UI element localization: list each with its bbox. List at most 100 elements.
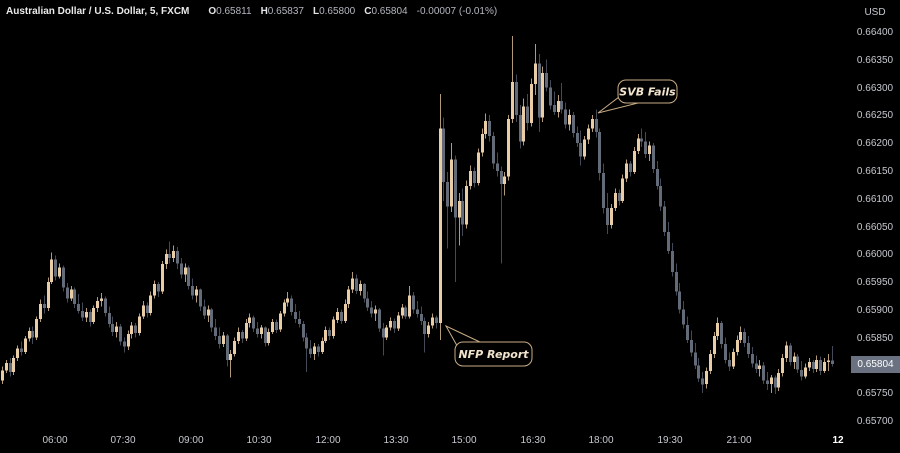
candle-body <box>777 373 780 388</box>
candle-body <box>9 363 12 372</box>
candle-body <box>370 307 373 314</box>
candle-body <box>694 352 697 366</box>
candle-body <box>831 360 834 365</box>
candle-body <box>50 259 53 282</box>
candle-body <box>751 354 754 364</box>
last-price-badge[interactable]: 0.65804 <box>851 355 900 373</box>
change-value: -0.00007 (-0.01%) <box>416 5 498 17</box>
candle-body <box>340 312 343 321</box>
candle-body <box>355 278 358 291</box>
candle-body <box>233 340 236 355</box>
candle-body <box>393 320 396 329</box>
candle-body <box>123 341 126 347</box>
candle-body <box>648 145 651 155</box>
candle-body <box>267 332 270 344</box>
candle-body <box>130 325 133 335</box>
candle-body <box>461 200 464 225</box>
time-tick-label: 09:00 <box>178 435 204 446</box>
time-tick-label: 21:00 <box>726 435 752 446</box>
candle-body <box>5 363 8 371</box>
candle-body <box>248 317 251 324</box>
candle-body <box>207 309 210 316</box>
candle-body <box>492 135 495 164</box>
candle-body <box>728 359 731 367</box>
candle-body <box>81 310 84 318</box>
candle-body <box>336 312 339 320</box>
candle-body <box>530 84 533 123</box>
price-axis[interactable]: USD 0.66400 0.66350 0.66300 0.66250 0.66200 0… <box>850 0 900 428</box>
candle-body <box>260 327 263 335</box>
candle-body <box>385 327 388 338</box>
price-tick-label: 0.66000 <box>856 249 894 261</box>
candle-body <box>321 340 324 352</box>
candle-body <box>309 348 312 355</box>
candle-body <box>572 115 575 133</box>
candle-body <box>172 250 175 258</box>
candle-body <box>96 300 99 309</box>
candle-body <box>328 329 331 336</box>
candle-body <box>66 287 69 299</box>
candle-body <box>743 332 746 344</box>
candle-body <box>815 359 818 370</box>
candle-body <box>618 193 621 201</box>
candle-body <box>553 105 556 112</box>
candle-body <box>149 295 152 314</box>
price-tick-label: 0.66200 <box>856 138 894 150</box>
price-tick-label: 0.66050 <box>856 221 894 233</box>
candle-body <box>465 185 468 225</box>
candle-body <box>73 289 76 305</box>
candle-body <box>659 185 662 207</box>
candle-body <box>229 354 232 360</box>
candle-body <box>70 289 73 299</box>
candle-body <box>785 345 788 359</box>
candle-body <box>279 313 282 330</box>
candle-body <box>671 250 674 272</box>
candle-body <box>408 295 411 317</box>
candle-body <box>511 81 514 120</box>
candle-body <box>134 325 137 334</box>
candle-body <box>39 304 42 320</box>
candle-body <box>157 284 160 292</box>
time-tick-label: 12:00 <box>315 435 341 446</box>
candle-body <box>439 128 442 324</box>
callout-text: NFP Report <box>458 348 529 361</box>
candle-body <box>678 291 681 310</box>
price-tick-label: 0.66250 <box>856 110 894 122</box>
candle-body <box>812 362 815 370</box>
candle-body <box>302 324 305 338</box>
candle-body <box>808 362 811 368</box>
time-axis[interactable]: 06:00 07:30 09:00 10:30 12:00 13:30 15:00 16:30… <box>0 428 900 453</box>
price-tick-label: 0.66300 <box>856 82 894 94</box>
candle-body <box>138 316 141 334</box>
symbol-title[interactable]: Australian Dollar / U.S. Dollar, 5, FXCM <box>6 5 190 17</box>
price-tick-label: 0.66350 <box>856 54 894 66</box>
candle-body <box>720 323 723 345</box>
candle-body <box>686 324 689 340</box>
candle-body <box>412 295 415 310</box>
candle-body <box>747 343 750 355</box>
candle-body <box>401 307 404 316</box>
symbol-legend[interactable]: Australian Dollar / U.S. Dollar, 5, FXCM… <box>6 4 497 18</box>
candle-body <box>579 143 582 157</box>
candle-body <box>701 378 704 385</box>
candle-body <box>427 325 430 335</box>
candle-body <box>374 309 377 314</box>
candle-body <box>690 339 693 353</box>
candle-body <box>43 304 46 309</box>
candle-body <box>663 206 666 232</box>
candle-body <box>222 335 225 345</box>
candle-body <box>515 81 518 116</box>
time-tick-label: 18:00 <box>588 435 614 446</box>
open-value: 0.65811 <box>216 5 252 17</box>
candle-body <box>560 100 563 110</box>
candle-series <box>1 35 834 395</box>
candle-body <box>633 150 636 172</box>
candle-body <box>77 304 80 311</box>
time-tick-label: 13:30 <box>383 435 409 446</box>
open-label: O <box>208 5 217 17</box>
candle-body <box>827 360 830 362</box>
candle-body <box>716 323 719 336</box>
candle-body <box>564 109 567 125</box>
candle-body <box>549 87 552 106</box>
